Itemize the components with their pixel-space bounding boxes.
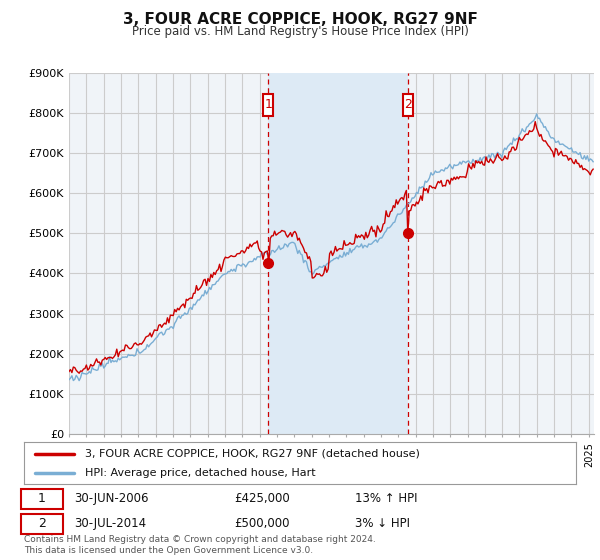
FancyBboxPatch shape: [21, 514, 62, 534]
Text: HPI: Average price, detached house, Hart: HPI: Average price, detached house, Hart: [85, 468, 316, 478]
Text: 3% ↓ HPI: 3% ↓ HPI: [355, 517, 410, 530]
FancyBboxPatch shape: [403, 94, 413, 116]
Text: £500,000: £500,000: [234, 517, 289, 530]
FancyBboxPatch shape: [21, 488, 62, 509]
Bar: [268, 73, 408, 434]
FancyBboxPatch shape: [263, 94, 274, 116]
Text: £425,000: £425,000: [234, 492, 290, 505]
Text: 2: 2: [404, 99, 412, 111]
Text: 1: 1: [265, 99, 272, 111]
Text: 30-JUN-2006: 30-JUN-2006: [74, 492, 148, 505]
Text: 2: 2: [38, 517, 46, 530]
Text: 1: 1: [38, 492, 46, 505]
Text: Contains HM Land Registry data © Crown copyright and database right 2024.
This d: Contains HM Land Registry data © Crown c…: [24, 535, 376, 555]
Text: 3, FOUR ACRE COPPICE, HOOK, RG27 9NF (detached house): 3, FOUR ACRE COPPICE, HOOK, RG27 9NF (de…: [85, 449, 419, 459]
Text: 3, FOUR ACRE COPPICE, HOOK, RG27 9NF: 3, FOUR ACRE COPPICE, HOOK, RG27 9NF: [122, 12, 478, 27]
Text: Price paid vs. HM Land Registry's House Price Index (HPI): Price paid vs. HM Land Registry's House …: [131, 25, 469, 38]
Text: 13% ↑ HPI: 13% ↑ HPI: [355, 492, 418, 505]
Text: 30-JUL-2014: 30-JUL-2014: [74, 517, 146, 530]
